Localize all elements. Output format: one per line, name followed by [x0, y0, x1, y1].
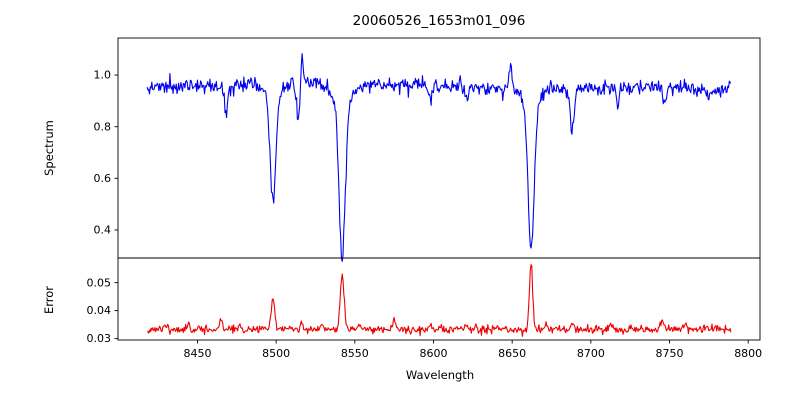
spectrum-line [146, 53, 732, 262]
spectrum-y-tick-label: 0.4 [94, 224, 112, 237]
x-tick-label: 8700 [577, 347, 605, 360]
spectrum-panel-frame [117, 37, 761, 259]
error-y-tick-label: 0.05 [87, 276, 112, 289]
chart-title: 20060526_1653m01_096 [352, 13, 526, 29]
x-tick-label: 8750 [656, 347, 684, 360]
x-tick-label: 8500 [262, 347, 290, 360]
spectrum-y-tick-label: 0.6 [94, 172, 112, 185]
error-y-tick-label: 0.04 [87, 304, 112, 317]
x-tick-label: 8550 [341, 347, 369, 360]
wavelength-x-axis-label: Wavelength [405, 368, 475, 382]
x-tick-label: 8800 [734, 347, 762, 360]
spectrum-y-tick-label: 0.8 [94, 120, 112, 133]
error-panel-frame [117, 257, 761, 341]
x-tick-label: 8450 [183, 347, 211, 360]
error-y-tick-label: 0.03 [87, 332, 112, 345]
x-tick-label: 8600 [419, 347, 447, 360]
spectrum-y-tick-label: 1.0 [94, 69, 112, 82]
x-tick-label: 8650 [498, 347, 526, 360]
error-line [147, 264, 732, 337]
